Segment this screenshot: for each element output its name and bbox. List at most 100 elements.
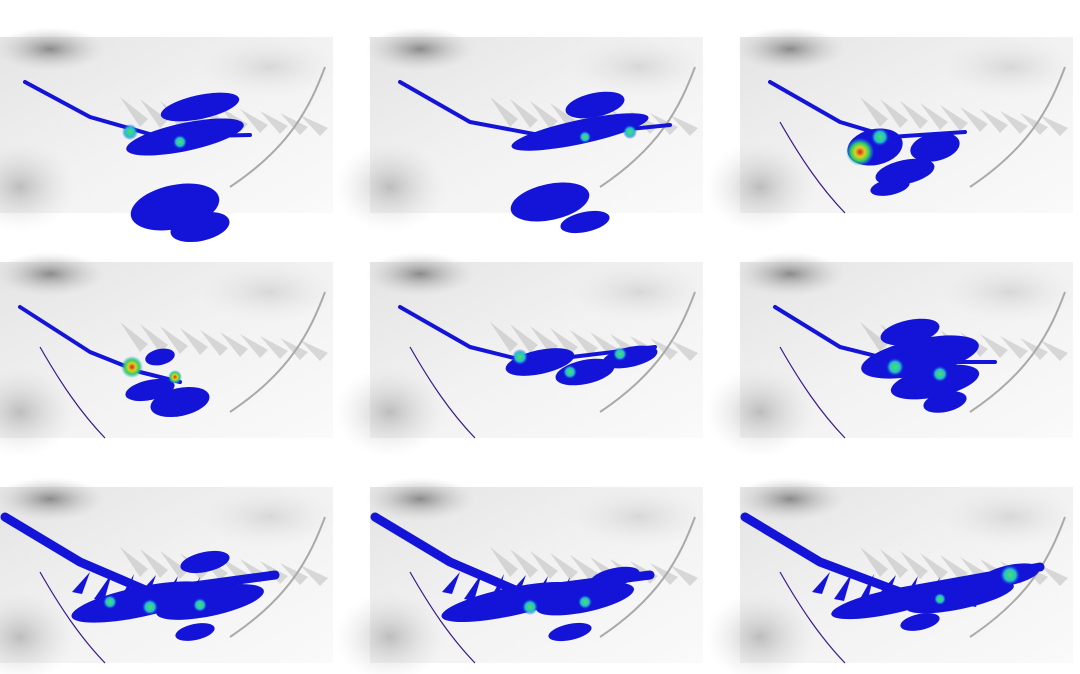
hill-shade	[200, 487, 340, 547]
flow-hotspot	[103, 595, 117, 609]
flow-finger	[834, 573, 852, 601]
flow-hotspot	[1000, 565, 1020, 585]
flow-area	[71, 581, 209, 623]
hill-shade	[365, 477, 475, 521]
flow-finger	[94, 573, 112, 601]
flow-hotspot	[934, 593, 946, 605]
flow-area	[160, 92, 240, 122]
hill-shade	[735, 477, 845, 521]
ridge	[200, 330, 228, 356]
flow-hotspot	[623, 125, 637, 139]
flow-hotspot	[932, 366, 948, 382]
flow-area	[565, 91, 625, 119]
ridge	[120, 97, 148, 127]
flow-area	[175, 623, 215, 641]
ridge	[550, 328, 578, 355]
valley	[969, 291, 1066, 413]
ridge	[860, 97, 888, 127]
flow-finger	[812, 572, 830, 594]
map-panel	[335, 252, 710, 457]
map-panel	[705, 27, 1080, 232]
hill-shade	[200, 37, 340, 97]
flow-area	[126, 118, 244, 156]
ridge	[960, 107, 988, 132]
flow-hotspot	[122, 124, 138, 140]
ridge	[260, 336, 288, 359]
ridge	[1040, 115, 1068, 136]
ridge	[1020, 113, 1048, 135]
flow-area	[511, 113, 649, 151]
ridge	[490, 322, 518, 352]
channel	[409, 571, 476, 664]
ridge	[860, 322, 888, 352]
flow-area	[900, 613, 940, 631]
map-panel	[705, 477, 1080, 674]
ridge	[510, 99, 538, 128]
flow-finger	[116, 574, 134, 608]
channel	[779, 121, 846, 214]
ridge	[300, 115, 328, 136]
valley	[969, 516, 1066, 638]
flow-finger	[226, 579, 244, 607]
ridge	[1040, 565, 1068, 586]
map-panel	[705, 252, 1080, 457]
flow-hotspot	[168, 370, 182, 384]
ridge	[670, 565, 698, 586]
ridge	[180, 328, 208, 355]
hill-shade	[570, 37, 710, 97]
hill-shade	[0, 477, 105, 521]
channel	[39, 346, 106, 439]
map-panel	[0, 27, 340, 243]
ridge	[940, 555, 968, 581]
flow-streak	[768, 80, 967, 139]
ridge	[300, 565, 328, 586]
flow-streak	[740, 512, 1045, 597]
flow-finger	[856, 574, 874, 608]
hill-shade	[735, 252, 845, 296]
flow-finger	[486, 574, 504, 608]
channel	[409, 346, 476, 439]
ridge	[140, 549, 168, 578]
ridge	[900, 101, 928, 129]
flow-area	[880, 318, 940, 346]
ridge	[280, 338, 308, 360]
ridge	[920, 103, 948, 130]
ridge	[670, 115, 698, 136]
hill-shade	[365, 252, 475, 296]
ridge	[980, 334, 1008, 358]
flow-area	[180, 550, 230, 574]
ridge	[160, 551, 188, 579]
flow-area	[145, 348, 175, 366]
ridge	[1040, 340, 1068, 361]
flow-hotspot	[512, 349, 528, 365]
flow-finger	[878, 575, 896, 597]
ridge	[880, 549, 908, 578]
ridge	[860, 547, 888, 577]
ridge	[160, 326, 188, 354]
flow-finger	[72, 572, 90, 594]
valley	[229, 291, 326, 413]
ridge	[240, 109, 268, 133]
map-panel	[0, 252, 340, 457]
hill-shade	[570, 487, 710, 547]
flow-streak	[398, 305, 657, 364]
valley	[969, 66, 1066, 188]
ridge	[550, 553, 578, 580]
ridge	[530, 326, 558, 354]
flow-finger	[922, 577, 940, 611]
flow-finger	[900, 576, 918, 604]
flow-hotspot	[563, 365, 577, 379]
flow-hotspot	[613, 347, 627, 361]
ridge	[570, 330, 598, 356]
ridge	[920, 553, 948, 580]
flow-hotspot	[121, 356, 143, 378]
hill-shade	[335, 367, 445, 457]
flow-area	[441, 582, 579, 622]
hill-shade	[335, 592, 445, 674]
ridge	[1000, 336, 1028, 359]
ridge	[530, 101, 558, 129]
flow-finger	[596, 579, 614, 607]
hill-shade	[365, 27, 475, 71]
valley	[599, 291, 696, 413]
